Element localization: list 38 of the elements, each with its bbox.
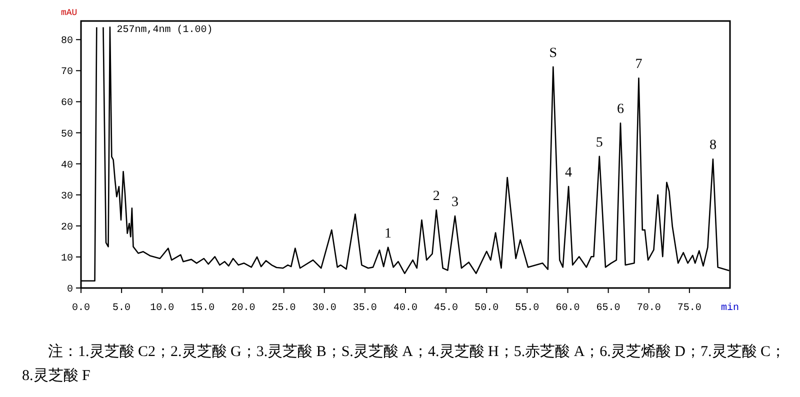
annotation: 1 (384, 226, 392, 242)
x-tick-label: 40.0 (393, 303, 418, 314)
y-tick-label: 20 (60, 222, 73, 234)
annotation: 5 (596, 135, 603, 150)
y-tick-label: 70 (60, 67, 73, 78)
text: 注：1.灵芝酸 C2；2.灵芝酸 G；3.灵芝酸 B；S.灵芝酸 A；4.灵芝酸 H；5.赤芝酸 A；6.灵芝烯酸 D；7.灵芝酸 C；8.灵芝酸 F (22, 342, 787, 386)
y-tick-label: 30 (60, 191, 73, 202)
annotation: 7 (635, 57, 642, 72)
y-tick-label: 80 (60, 36, 73, 48)
annotation: 6 (616, 102, 624, 118)
annotation: 4 (565, 165, 572, 180)
annotation: 3 (451, 194, 458, 210)
x-tick-label: 60.0 (556, 303, 580, 314)
x-tick-label: 0.0 (72, 303, 90, 314)
y-tick-label: 0 (66, 284, 73, 296)
x-tick-label: 25.0 (272, 303, 296, 314)
y-tick-label: 50 (60, 129, 73, 140)
x-tick-label: 55.0 (515, 303, 540, 314)
annotation: 8 (709, 138, 716, 154)
x-tick-label: 35.0 (352, 303, 377, 314)
x-axis-title: min (720, 302, 740, 314)
x-tick-label: 10.0 (150, 303, 174, 314)
x-tick-label: 30.0 (312, 303, 336, 314)
annotation: 257nm,4nm (1.00) (116, 24, 213, 36)
x-tick-label: 70.0 (636, 303, 661, 314)
annotation: S (549, 46, 558, 61)
x-tick-label: 45.0 (434, 303, 458, 314)
x-tick-label: 5.0 (112, 303, 131, 314)
y-tick-label: 40 (60, 160, 73, 172)
y-tick-label: 60 (60, 98, 73, 110)
x-tick-label: 50.0 (474, 303, 499, 314)
x-tick-label: 65.0 (596, 303, 620, 314)
x-tick-label: 15.0 (190, 303, 215, 314)
y-tick-label: 10 (60, 253, 73, 264)
x-tick-label: 20.0 (231, 303, 256, 314)
x-tick-label: 75.0 (677, 303, 702, 314)
y-axis-title: mAU (61, 8, 78, 18)
annotation: 2 (432, 189, 440, 204)
